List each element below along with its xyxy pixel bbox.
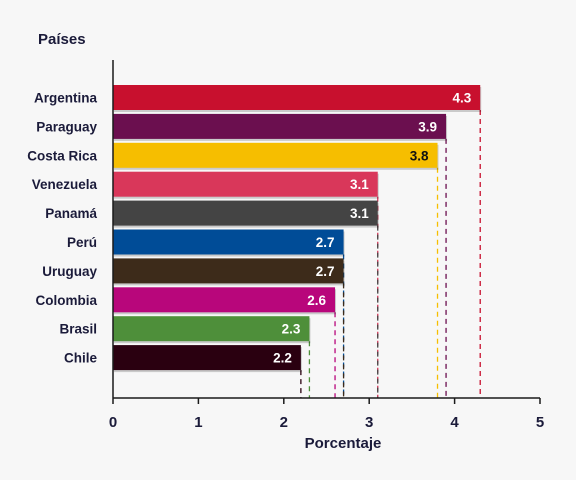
category-label: Argentina <box>34 91 97 106</box>
value-label: 2.2 <box>273 351 292 366</box>
value-label: 4.3 <box>452 91 471 106</box>
x-tick-label: 4 <box>450 414 459 431</box>
x-tick-label: 0 <box>109 414 117 431</box>
x-tick-label: 1 <box>194 414 202 431</box>
category-label: Colombia <box>35 293 97 308</box>
value-label: 2.6 <box>307 293 326 308</box>
bar-venezuela <box>113 171 378 197</box>
category-labels: Argentina Paraguay Costa Rica Venezuela Pana… <box>27 91 97 366</box>
bar-uruguay <box>113 258 344 284</box>
value-label: 3.1 <box>350 206 369 221</box>
category-label: Brasil <box>59 322 97 337</box>
value-labels: 4.3 3.9 3.8 3.1 3.1 2.7 2.7 2.6 2.3 2.2 <box>273 91 472 366</box>
category-label: Panamá <box>45 206 97 221</box>
x-tick-label: 3 <box>365 414 373 431</box>
category-label: Venezuela <box>32 177 98 192</box>
value-label: 3.1 <box>350 177 369 192</box>
bar-argentina <box>113 85 481 110</box>
value-label: 2.3 <box>282 322 301 337</box>
category-label: Paraguay <box>36 119 97 134</box>
bar-brasil <box>113 316 310 342</box>
bar-colombia <box>113 287 336 313</box>
bar-per- <box>113 229 344 255</box>
category-label: Costa Rica <box>27 148 97 163</box>
category-label: Chile <box>64 351 97 366</box>
x-axis-ticks: 0 1 2 3 4 5 <box>109 398 544 431</box>
bars <box>113 85 482 373</box>
bar-chile <box>113 345 301 371</box>
value-label: 2.7 <box>316 264 335 279</box>
bar-paraguay <box>113 113 447 139</box>
x-tick-label: 2 <box>280 414 288 431</box>
bar-panam- <box>113 200 378 226</box>
value-label: 3.8 <box>410 148 429 163</box>
x-axis-title: Porcentaje <box>305 435 382 452</box>
value-label: 2.7 <box>316 235 335 250</box>
y-axis-title: Países <box>38 31 86 48</box>
x-tick-label: 5 <box>536 414 544 431</box>
bar-costa-rica <box>113 142 438 168</box>
category-label: Uruguay <box>42 264 97 279</box>
value-label: 3.9 <box>418 119 437 134</box>
guide-lines <box>300 110 481 398</box>
category-label: Perú <box>67 235 97 250</box>
